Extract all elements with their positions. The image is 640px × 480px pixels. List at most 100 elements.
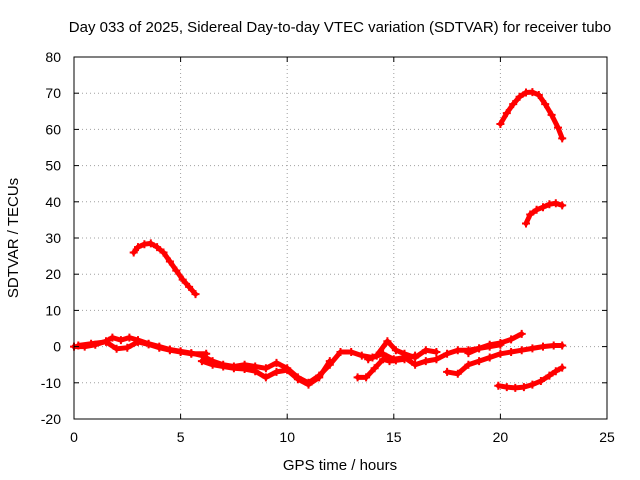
data-point — [185, 282, 194, 291]
series-band-upper-early — [74, 337, 211, 358]
series-segment-mid-2 — [364, 337, 441, 364]
data-point — [144, 340, 153, 349]
data-point — [421, 346, 430, 355]
data-point — [532, 205, 541, 214]
data-point — [134, 243, 142, 252]
data-point — [251, 367, 260, 376]
data-point — [432, 348, 441, 356]
data-point — [176, 348, 185, 356]
data-point — [496, 339, 505, 347]
data-point — [539, 342, 547, 351]
data-point — [411, 360, 420, 369]
y-tick-label: -10 — [41, 375, 61, 391]
series-band-lower-mid — [197, 357, 334, 389]
y-tick-label: 40 — [45, 194, 61, 210]
data-point — [229, 364, 238, 373]
data-point — [370, 364, 379, 373]
y-axis-label: SDTVAR / TECUs — [5, 178, 22, 298]
data-point — [159, 248, 168, 257]
data-point — [129, 248, 138, 257]
series-trace — [365, 338, 439, 362]
data-point — [528, 380, 537, 389]
data-point — [283, 366, 292, 375]
data-point — [558, 341, 567, 350]
series-arc-mid-late — [522, 199, 567, 228]
data-point — [554, 123, 562, 132]
data-point — [108, 333, 117, 342]
data-point — [502, 383, 511, 392]
data-point — [165, 346, 174, 355]
data-point — [443, 349, 452, 358]
data-point — [502, 109, 511, 118]
data-point — [74, 341, 83, 350]
data-point — [272, 367, 281, 376]
series-trace — [75, 339, 209, 357]
data-point — [336, 348, 345, 356]
y-tick-label: 50 — [45, 158, 61, 174]
data-point — [400, 349, 409, 358]
data-point — [347, 348, 356, 356]
data-point — [165, 257, 174, 266]
data-point — [325, 357, 334, 366]
data-point — [519, 383, 528, 392]
data-point — [528, 344, 537, 353]
chart-title: Day 033 of 2025, Sidereal Day-to-day VTE… — [69, 19, 611, 36]
data-point — [558, 201, 567, 210]
x-axis-label: GPS time / hours — [283, 457, 397, 474]
data-point — [475, 344, 484, 353]
data-point — [485, 340, 494, 349]
data-point — [528, 88, 537, 97]
data-point — [496, 120, 505, 128]
y-tick-label: 70 — [45, 85, 61, 101]
data-point — [515, 92, 524, 101]
data-point — [153, 243, 162, 252]
data-point — [391, 346, 400, 355]
grid — [74, 57, 607, 419]
data-point — [362, 373, 371, 382]
data-point — [261, 373, 270, 382]
x-tick-label: 15 — [386, 429, 402, 445]
data-point — [547, 110, 556, 119]
data-point — [123, 343, 132, 352]
data-point — [545, 371, 554, 380]
data-point — [178, 275, 187, 284]
y-tick-label: -20 — [41, 411, 61, 427]
data-point — [494, 381, 503, 390]
series-group — [70, 88, 567, 392]
data-point — [558, 134, 567, 143]
data-point — [541, 100, 550, 109]
data-point — [134, 337, 142, 346]
data-point — [509, 100, 518, 109]
data-point — [364, 355, 373, 364]
data-point — [172, 266, 181, 275]
series-segment-late-2 — [464, 329, 526, 358]
x-tick-label: 20 — [493, 429, 509, 445]
data-point — [146, 239, 155, 248]
data-point — [507, 348, 516, 356]
data-point — [272, 358, 281, 367]
y-tick-label: 20 — [45, 266, 61, 282]
data-point — [453, 346, 462, 355]
data-point — [261, 364, 270, 373]
data-point — [539, 203, 547, 212]
series-arc-peak-late — [496, 88, 567, 143]
data-point — [187, 349, 196, 358]
data-point — [383, 337, 392, 346]
data-point — [545, 200, 554, 209]
data-point — [293, 375, 302, 384]
data-point — [379, 355, 388, 364]
data-point — [536, 377, 545, 385]
x-tick-label: 25 — [599, 429, 615, 445]
data-point — [112, 344, 121, 353]
data-point — [496, 349, 505, 358]
x-tick-label: 0 — [70, 429, 78, 445]
plot-frame — [73, 56, 608, 420]
data-point — [191, 290, 200, 299]
data-point — [197, 357, 206, 366]
data-point — [219, 362, 228, 371]
data-point — [421, 357, 430, 366]
data-point — [526, 210, 535, 219]
data-point — [87, 339, 96, 348]
data-point — [391, 356, 400, 365]
